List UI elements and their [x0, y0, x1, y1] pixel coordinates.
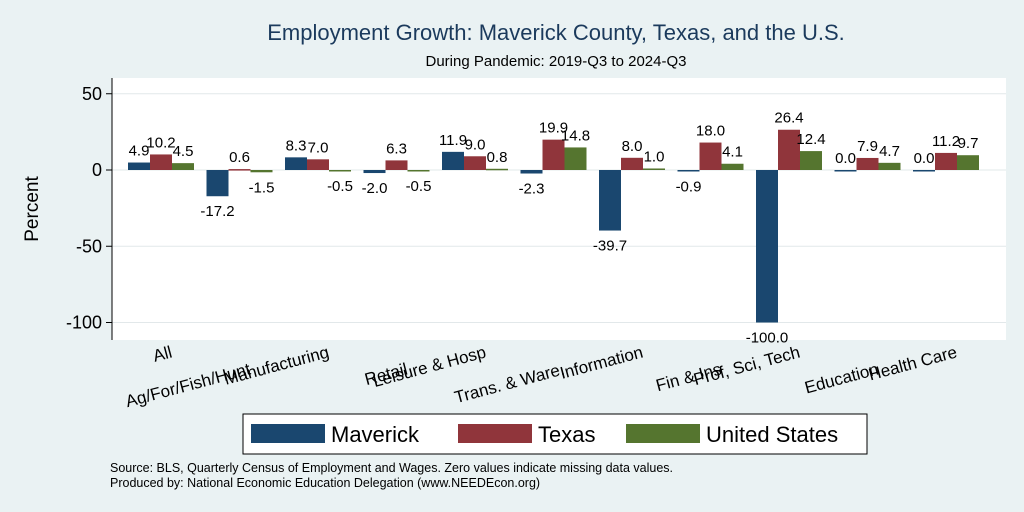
legend-label: Texas [538, 422, 595, 447]
bar-texas [935, 152, 957, 170]
bar-united-states [329, 170, 351, 172]
y-tick-label: -100 [66, 313, 102, 333]
legend-swatch [251, 424, 325, 443]
data-label: 12.4 [796, 131, 825, 148]
bar-maverick [363, 170, 386, 174]
bar-texas [307, 159, 329, 170]
bar-texas [464, 156, 486, 170]
bar-united-states [878, 162, 901, 170]
data-label: -0.5 [327, 178, 353, 195]
bar-texas [228, 169, 251, 171]
y-axis-ticks: 50 0 -50 -100 [66, 84, 112, 333]
bar-maverick [128, 162, 150, 170]
bar-united-states [407, 170, 430, 172]
data-label: 7.9 [857, 138, 878, 155]
bar-maverick [913, 170, 935, 172]
data-label: 4.9 [129, 143, 150, 160]
data-label: -0.9 [676, 178, 702, 195]
data-label: 0.0 [914, 150, 935, 167]
y-axis-label: Percent [22, 176, 43, 242]
data-label: 1.0 [644, 148, 665, 165]
bar-united-states [643, 168, 665, 170]
data-label: -100.0 [746, 330, 789, 347]
bar-maverick [834, 170, 857, 172]
data-label: -2.3 [519, 181, 545, 198]
y-tick-label: 50 [82, 84, 102, 104]
bar-maverick [599, 170, 621, 231]
data-label: 8.0 [622, 138, 643, 155]
bar-united-states [564, 147, 587, 170]
data-label: 14.8 [561, 127, 590, 144]
bar-united-states [486, 168, 508, 171]
data-label: 0.0 [835, 150, 856, 167]
producer-note: Produced by: National Economic Education… [110, 476, 540, 490]
legend-swatch [626, 424, 700, 443]
data-label: 11.2 [932, 133, 960, 150]
bar-texas [778, 129, 800, 170]
legend [242, 413, 868, 455]
data-label: 8.3 [286, 137, 307, 154]
bar-texas [385, 160, 408, 170]
data-label: -2.0 [362, 180, 388, 197]
data-label: 9.0 [465, 136, 486, 153]
chart-subtitle: During Pandemic: 2019-Q3 to 2024-Q3 [426, 53, 687, 70]
bar-maverick [677, 170, 700, 172]
bar-texas [150, 154, 172, 170]
bar-united-states [250, 170, 273, 173]
data-label: 10.2 [146, 134, 175, 151]
data-label: 26.4 [774, 110, 803, 127]
bar-maverick [285, 157, 307, 170]
bar-texas [856, 157, 879, 170]
chart-title: Employment Growth: Maverick County, Texa… [267, 20, 845, 45]
bars [128, 129, 979, 323]
bar-united-states [800, 151, 822, 170]
data-label: -39.7 [593, 238, 627, 255]
bar-maverick [520, 170, 543, 174]
data-label: 0.6 [229, 149, 250, 166]
bar-maverick [442, 151, 464, 170]
bar-united-states [957, 155, 979, 170]
data-label: -1.5 [249, 179, 275, 196]
bar-texas [699, 142, 722, 170]
source-note: Source: BLS, Quarterly Census of Employm… [110, 461, 673, 475]
plot-area [112, 78, 1006, 340]
legend-label: Maverick [331, 422, 420, 447]
bar-united-states [172, 163, 194, 170]
data-label: 4.5 [173, 143, 194, 160]
data-label: 0.8 [487, 149, 508, 166]
data-label: 18.0 [696, 123, 725, 140]
data-label: 6.3 [386, 140, 407, 157]
data-labels: 4.910.24.5 -17.2 0.6 -1.5 8.3 7.0 -0.5 -2.0 6.3 -… [129, 110, 979, 347]
data-label: 11.9 [439, 132, 467, 149]
legend-label: United States [706, 422, 838, 447]
category-label: All [151, 343, 174, 366]
data-label: 4.1 [722, 144, 743, 161]
bar-maverick [206, 170, 229, 197]
data-label: 9.7 [958, 135, 979, 152]
data-label: -0.5 [406, 178, 432, 195]
bar-texas [542, 139, 565, 170]
data-label: 4.7 [879, 143, 900, 160]
bar-united-states [721, 163, 744, 170]
y-tick-label: -50 [76, 236, 102, 256]
bar-maverick [756, 170, 778, 323]
data-label: 19.9 [539, 120, 568, 137]
data-label: 7.0 [308, 139, 329, 156]
y-tick-label: 0 [92, 160, 102, 180]
legend-swatch [458, 424, 532, 443]
data-label: -17.2 [200, 203, 234, 220]
legend-items: Maverick Texas United States [251, 422, 838, 447]
bar-texas [621, 157, 643, 170]
